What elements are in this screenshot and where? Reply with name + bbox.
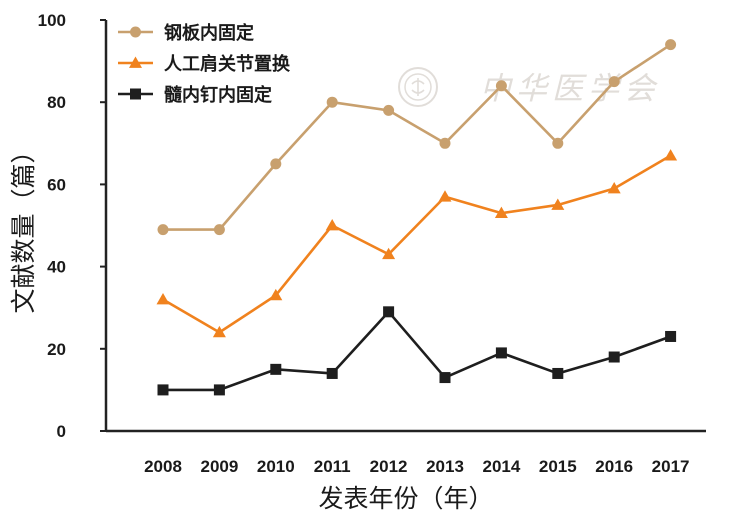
series-2-point xyxy=(494,206,508,219)
series-1-point xyxy=(326,96,338,108)
watermark-text: 中华医学会 xyxy=(480,71,660,107)
series-3-point xyxy=(270,363,282,375)
series-2-point xyxy=(664,149,678,161)
y-tick-label: 60 xyxy=(47,175,66,194)
x-tick-label: 2010 xyxy=(257,457,295,476)
legend-item: 髓内钉内固定 xyxy=(118,84,272,106)
x-axis-ticks: 2008 2009 2010 2011 2012 2013 2014 2015 2016 2017 xyxy=(144,457,689,476)
y-axis-title: 文献数量（篇） xyxy=(9,138,38,313)
series-2-line xyxy=(162,154,672,334)
series-3-point xyxy=(665,330,677,342)
legend-item: 钢板内固定 xyxy=(118,22,254,44)
series-2-point xyxy=(607,182,621,194)
legend-label: 钢板内固定 xyxy=(164,22,254,44)
series-3-point xyxy=(326,367,338,379)
x-tick-label: 2017 xyxy=(652,457,690,476)
x-tick-label: 2012 xyxy=(370,457,408,476)
series-1-point xyxy=(439,137,451,149)
watermark-seal-icon xyxy=(398,67,438,107)
series-1-point xyxy=(608,76,620,88)
legend-swatch-marker xyxy=(130,88,141,100)
series-3-point xyxy=(439,372,451,384)
x-tick-label: 2016 xyxy=(595,457,633,476)
y-tick-label: 80 xyxy=(47,93,66,112)
series-1-point xyxy=(495,80,507,92)
series-1-line xyxy=(163,43,672,231)
series-2-point xyxy=(212,325,226,338)
y-tick-label: 20 xyxy=(47,340,66,359)
legend-label: 髓内钉内固定 xyxy=(164,84,272,106)
series-1 xyxy=(157,39,677,236)
series-1-point xyxy=(270,158,282,170)
watermark: 中华医学会 xyxy=(398,67,660,107)
legend-swatch-marker xyxy=(129,56,142,68)
y-tick-label: 40 xyxy=(47,258,66,277)
series-3-point xyxy=(495,347,507,359)
series-3-point xyxy=(383,306,395,318)
legend-item: 人工肩关节置换 xyxy=(118,53,291,75)
x-tick-label: 2015 xyxy=(539,457,577,476)
series-3 xyxy=(157,306,677,396)
legend-label: 人工肩关节置换 xyxy=(164,53,291,75)
axes xyxy=(104,20,706,433)
x-tick-label: 2013 xyxy=(426,457,464,476)
series-1-point xyxy=(157,224,169,236)
series-2-point xyxy=(382,247,396,260)
series-1-point xyxy=(213,224,225,236)
x-axis-title: 发表年份（年） xyxy=(318,484,493,513)
series-1-point xyxy=(552,137,564,149)
series-3-line xyxy=(163,310,672,392)
series-2-point xyxy=(269,288,283,301)
series-2-point xyxy=(438,190,452,202)
series-3-point xyxy=(552,367,564,379)
series-layer xyxy=(156,39,678,396)
series-2 xyxy=(156,149,678,338)
x-tick-label: 2008 xyxy=(144,457,182,476)
y-axis-ticks: 0 20 40 60 80 100 xyxy=(38,11,106,441)
series-1-point xyxy=(383,104,395,116)
series-2-point xyxy=(156,292,170,305)
series-3-point xyxy=(157,384,169,396)
series-1-point xyxy=(665,39,677,51)
x-tick-label: 2011 xyxy=(314,457,351,476)
y-tick-label: 100 xyxy=(38,11,66,30)
x-tick-label: 2009 xyxy=(200,457,238,476)
x-tick-label: 2014 xyxy=(482,457,520,476)
series-2-point xyxy=(325,219,339,231)
series-3-point xyxy=(608,351,620,363)
series-2-point xyxy=(551,198,565,210)
legend-swatch-marker xyxy=(130,26,141,38)
y-tick-label: 0 xyxy=(57,422,66,441)
series-3-point xyxy=(213,384,225,396)
